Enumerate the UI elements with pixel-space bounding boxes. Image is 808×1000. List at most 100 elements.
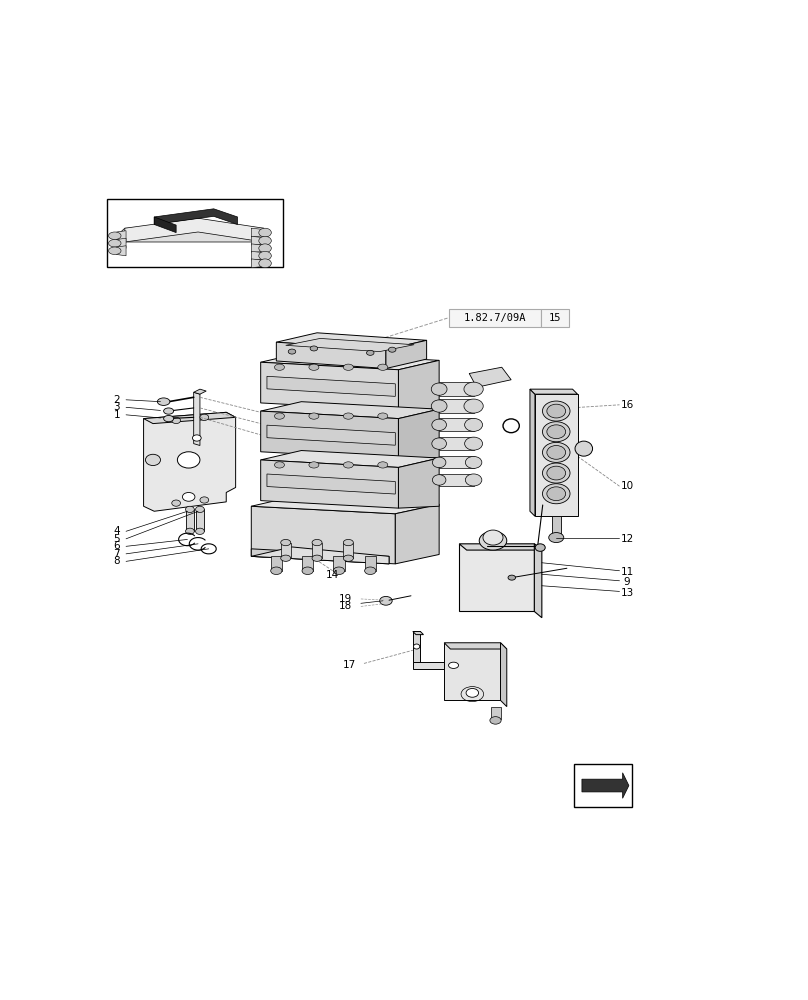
Polygon shape	[398, 409, 440, 459]
Ellipse shape	[448, 662, 459, 668]
Ellipse shape	[183, 492, 195, 501]
Polygon shape	[459, 544, 542, 550]
Text: 2: 2	[113, 395, 120, 405]
Ellipse shape	[547, 404, 566, 418]
Ellipse shape	[479, 531, 507, 550]
Polygon shape	[491, 707, 500, 719]
Ellipse shape	[145, 454, 161, 466]
Ellipse shape	[465, 418, 482, 431]
Text: 15: 15	[549, 313, 562, 323]
Ellipse shape	[465, 474, 482, 486]
Ellipse shape	[163, 408, 174, 414]
Polygon shape	[459, 544, 534, 611]
Polygon shape	[251, 236, 263, 245]
Ellipse shape	[466, 688, 478, 697]
Polygon shape	[312, 543, 322, 558]
Polygon shape	[196, 509, 204, 531]
Ellipse shape	[464, 382, 483, 396]
Polygon shape	[530, 389, 535, 516]
Polygon shape	[116, 238, 126, 248]
Ellipse shape	[547, 425, 566, 439]
Polygon shape	[413, 662, 473, 669]
Polygon shape	[154, 209, 238, 224]
Text: 4: 4	[113, 526, 120, 536]
Polygon shape	[186, 509, 194, 531]
Polygon shape	[271, 556, 282, 571]
Text: 16: 16	[621, 400, 633, 410]
Polygon shape	[395, 504, 440, 564]
Polygon shape	[440, 399, 473, 413]
Ellipse shape	[259, 236, 271, 245]
Ellipse shape	[483, 530, 503, 545]
Ellipse shape	[343, 413, 353, 419]
Ellipse shape	[378, 462, 388, 468]
Text: 13: 13	[621, 588, 633, 598]
Polygon shape	[535, 394, 578, 516]
Polygon shape	[280, 543, 291, 558]
Ellipse shape	[343, 462, 353, 468]
Ellipse shape	[312, 555, 322, 561]
Ellipse shape	[158, 398, 170, 405]
Polygon shape	[276, 333, 427, 350]
Ellipse shape	[431, 419, 447, 431]
Polygon shape	[276, 342, 386, 368]
Ellipse shape	[547, 466, 566, 480]
Ellipse shape	[186, 506, 194, 513]
Text: 12: 12	[621, 534, 633, 544]
Polygon shape	[267, 425, 395, 445]
Ellipse shape	[172, 417, 180, 424]
Polygon shape	[440, 437, 473, 450]
Polygon shape	[251, 244, 263, 253]
Ellipse shape	[192, 435, 201, 441]
Ellipse shape	[271, 567, 282, 575]
Ellipse shape	[432, 457, 446, 468]
Polygon shape	[334, 556, 344, 571]
Ellipse shape	[380, 596, 392, 605]
Polygon shape	[444, 643, 500, 700]
Ellipse shape	[465, 437, 482, 450]
Ellipse shape	[200, 414, 208, 420]
Text: 9: 9	[624, 577, 630, 587]
Polygon shape	[500, 643, 507, 707]
Text: 10: 10	[621, 481, 633, 491]
Polygon shape	[267, 376, 395, 396]
Polygon shape	[343, 543, 353, 558]
Polygon shape	[444, 643, 507, 649]
Ellipse shape	[547, 487, 566, 501]
Ellipse shape	[275, 364, 284, 370]
Polygon shape	[364, 556, 376, 571]
Text: 11: 11	[621, 567, 633, 577]
Ellipse shape	[302, 567, 314, 575]
Polygon shape	[124, 218, 263, 242]
Polygon shape	[413, 631, 423, 635]
Ellipse shape	[364, 567, 376, 575]
Polygon shape	[251, 259, 263, 268]
Text: 17: 17	[343, 660, 356, 670]
Ellipse shape	[389, 347, 396, 352]
Polygon shape	[144, 412, 236, 511]
Polygon shape	[261, 402, 440, 419]
Ellipse shape	[186, 528, 194, 534]
Polygon shape	[144, 412, 236, 424]
Polygon shape	[261, 411, 398, 459]
Polygon shape	[286, 338, 415, 352]
Ellipse shape	[575, 441, 592, 456]
Ellipse shape	[431, 400, 447, 412]
Ellipse shape	[196, 506, 204, 513]
Ellipse shape	[542, 401, 570, 421]
Text: 1: 1	[113, 410, 120, 420]
Polygon shape	[261, 451, 440, 467]
Bar	[107, 199, 283, 267]
Text: 6: 6	[113, 541, 120, 551]
Ellipse shape	[172, 500, 180, 506]
Ellipse shape	[310, 346, 318, 351]
Ellipse shape	[275, 462, 284, 468]
Ellipse shape	[309, 413, 319, 419]
Polygon shape	[251, 506, 395, 564]
Ellipse shape	[549, 533, 564, 543]
Ellipse shape	[547, 446, 566, 459]
Polygon shape	[386, 340, 427, 368]
Ellipse shape	[542, 422, 570, 442]
Polygon shape	[194, 392, 200, 446]
Polygon shape	[251, 251, 263, 260]
